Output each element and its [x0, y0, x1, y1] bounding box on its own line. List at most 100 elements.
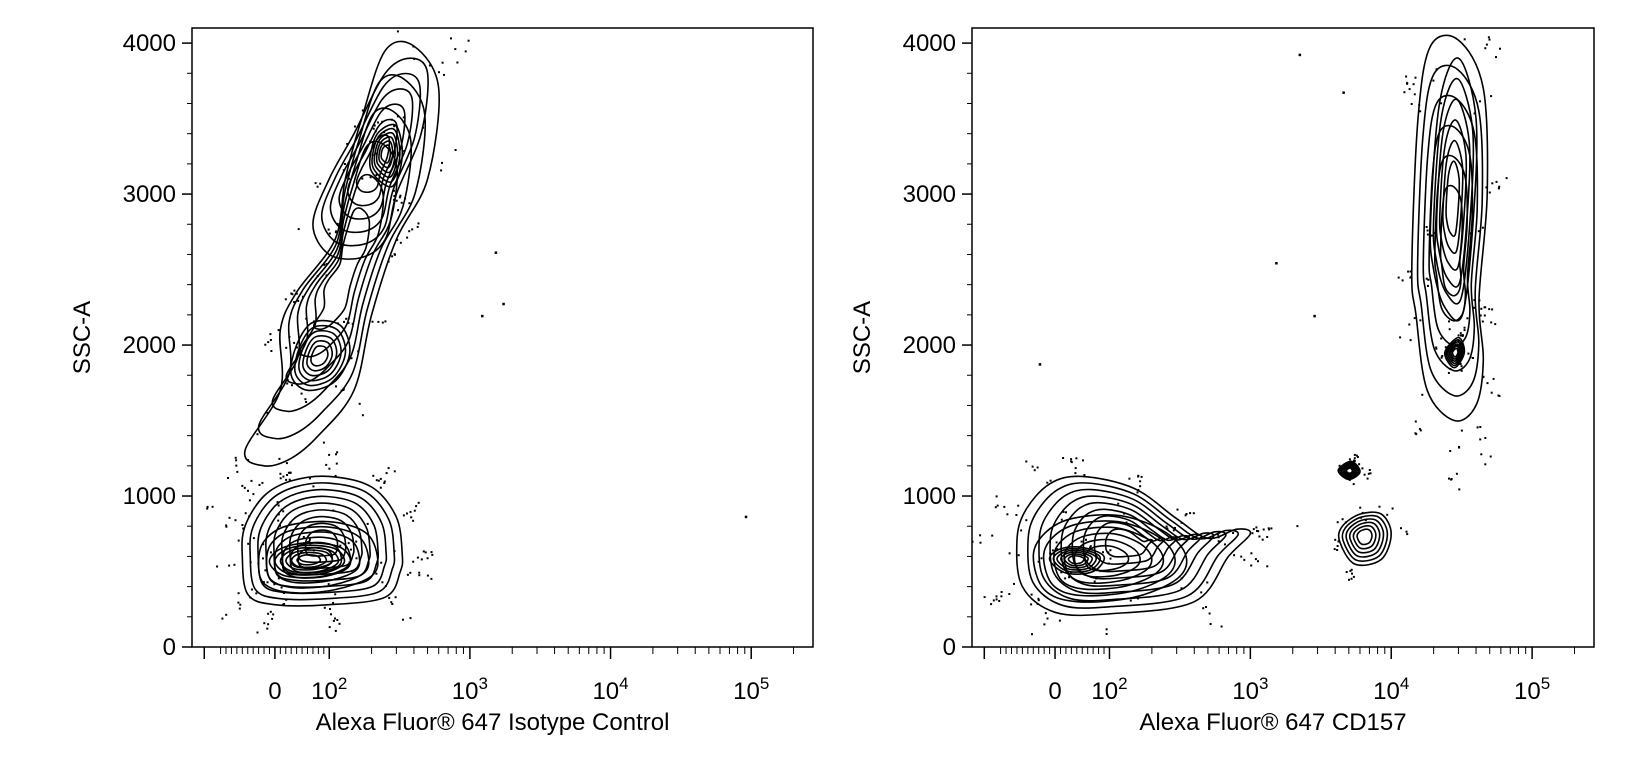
event-dot [393, 198, 395, 201]
event-dot [1336, 549, 1339, 551]
event-dot [418, 571, 421, 574]
event-dot [424, 551, 427, 554]
event-dot [1070, 461, 1073, 464]
event-dot [995, 595, 998, 598]
event-dot [1080, 540, 1083, 543]
event-dot [394, 596, 397, 599]
event-dot [1505, 177, 1508, 180]
event-dot [1488, 308, 1491, 311]
event-dot [314, 182, 317, 185]
event-dot [1085, 538, 1087, 541]
x-axis-title: Alexa Fluor® 647 Isotype Control [316, 709, 670, 736]
contour-line [306, 340, 334, 372]
contour-line [1445, 160, 1461, 238]
event-dot [1008, 552, 1011, 555]
event-dot [389, 1, 391, 3]
event-dot [1296, 525, 1299, 528]
event-dot [1490, 321, 1493, 324]
event-dot [280, 508, 283, 511]
event-dot [277, 513, 280, 516]
event-dot [278, 457, 281, 460]
y-tick-label: 2000 [123, 332, 176, 359]
event-dot [422, 550, 425, 553]
event-dot [1366, 477, 1369, 480]
event-dot [1488, 191, 1491, 194]
event-dot [1369, 472, 1372, 475]
event-dot [327, 228, 330, 231]
x-tick-label: 0 [268, 678, 281, 705]
outlier-point [744, 515, 748, 519]
event-dot [346, 142, 349, 145]
event-dot [339, 544, 342, 547]
event-dot [1447, 372, 1450, 374]
event-dot [402, 121, 405, 124]
event-dot [1033, 469, 1036, 472]
event-dot [293, 289, 296, 292]
x-tick-label: 102 [311, 674, 347, 705]
event-dot [1093, 580, 1096, 583]
event-dot [1405, 530, 1408, 533]
event-dot [375, 479, 378, 482]
event-dot [1457, 334, 1460, 337]
event-dot [266, 411, 269, 414]
event-dot [1489, 455, 1492, 458]
event-dot [211, 505, 214, 508]
event-dot [312, 485, 315, 488]
event-dot [332, 601, 335, 604]
contour-line [274, 544, 346, 576]
event-dot [335, 385, 337, 388]
event-dot [343, 163, 346, 165]
event-dot [285, 462, 288, 465]
event-dot [1432, 231, 1435, 234]
event-dot [334, 578, 337, 581]
event-dot [402, 618, 404, 621]
event-dot [391, 255, 394, 258]
event-dot [285, 478, 288, 481]
event-dot [1495, 56, 1497, 59]
event-dot [1361, 467, 1364, 470]
outlier-point [1038, 363, 1042, 366]
event-dot [279, 524, 281, 527]
contour-line [1056, 549, 1098, 571]
event-dot [290, 292, 293, 295]
event-dot [289, 521, 292, 524]
event-dot [1252, 528, 1255, 531]
x-tick-label: 105 [1514, 674, 1550, 705]
event-dot [1473, 112, 1476, 115]
event-dot [304, 398, 307, 401]
y-tick-label: 1000 [903, 483, 956, 510]
event-dot [1476, 426, 1479, 429]
event-dot [1074, 472, 1077, 475]
event-dot [1448, 477, 1450, 480]
event-dot [1058, 619, 1061, 622]
event-dot [1256, 529, 1258, 532]
y-tick-label: 4000 [903, 30, 956, 57]
event-dot [1255, 526, 1258, 529]
event-dot [409, 617, 412, 620]
event-dot [1481, 320, 1484, 323]
event-dot [225, 524, 228, 527]
event-dot [1254, 558, 1257, 561]
event-dot [325, 274, 328, 277]
event-dot [420, 558, 423, 561]
contour-line [298, 329, 342, 382]
contour-line [296, 553, 322, 566]
event-dot [1406, 533, 1409, 536]
contour-line [1042, 520, 1176, 597]
contour-line [1060, 501, 1203, 587]
event-dot [1037, 560, 1040, 563]
event-dot [1262, 528, 1265, 531]
event-dot [1270, 527, 1273, 530]
event-dot [381, 120, 384, 123]
event-dot [995, 598, 998, 601]
event-dot [347, 321, 350, 324]
event-dot [1490, 391, 1493, 394]
event-dot [1257, 530, 1260, 533]
event-dot [234, 456, 237, 459]
contour-line [1345, 518, 1385, 558]
event-dot [233, 563, 236, 566]
event-dot [295, 292, 298, 295]
event-dot [345, 546, 347, 549]
event-dot [402, 116, 405, 119]
event-dot [1419, 319, 1422, 322]
